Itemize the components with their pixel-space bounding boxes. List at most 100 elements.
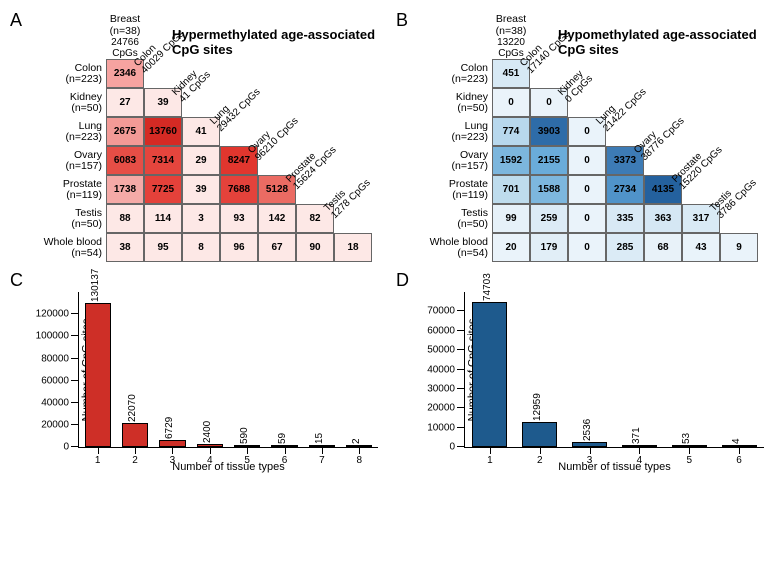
heatmap-cell: 67 — [258, 233, 296, 262]
heatmap-cell: 96 — [220, 233, 258, 262]
y-tick — [71, 446, 79, 447]
top-col-label: Breast (n=38) — [492, 14, 530, 37]
bar: 130137 — [85, 303, 111, 447]
y-tick — [457, 310, 465, 311]
y-tick — [457, 330, 465, 331]
heatmap-cell: 7314 — [144, 146, 182, 175]
bar: 74703 — [472, 302, 507, 447]
y-tick — [457, 427, 465, 428]
y-tick — [457, 349, 465, 350]
y-tick-label: 0 — [449, 442, 455, 453]
y-tick-label: 10000 — [427, 422, 455, 433]
heatmap-cell: 95 — [144, 233, 182, 262]
row-label: Ovary(n=157) — [32, 146, 106, 175]
heatmap-cell: 179 — [530, 233, 568, 262]
heatmap-cell: 68 — [644, 233, 682, 262]
x-tick — [490, 447, 491, 454]
bar-value-label: 12959 — [532, 393, 543, 421]
y-tick-label: 100000 — [36, 331, 69, 342]
x-tick — [359, 447, 360, 454]
row-label: Testis(n=50) — [418, 204, 492, 233]
heatmap-cell: 20 — [492, 233, 530, 262]
bar-chart-c: Number of CpG sites Number of tissue typ… — [78, 276, 378, 476]
heatmap-cell: 0 — [568, 175, 606, 204]
heatmap-cell: 3903 — [530, 117, 568, 146]
heatmap-row: 3895896679018 — [106, 233, 372, 262]
y-tick-label: 50000 — [427, 345, 455, 356]
heatmap-a-title: Hypermethylated age-associated CpG sites — [172, 27, 388, 57]
heatmap-b: Breast (n=38) 13220 CpGs Hypomethylated … — [396, 10, 774, 262]
x-tick — [639, 447, 640, 454]
x-tick-label: 3 — [170, 455, 176, 466]
heatmap-cell: 0 — [568, 233, 606, 262]
bar-value-label: 59 — [277, 433, 288, 444]
row-label: Prostate(n=119) — [32, 175, 106, 204]
heatmap-cell: 38 — [106, 233, 144, 262]
heatmap-cell: 18 — [334, 233, 372, 262]
heatmap-row: 20179028568439 — [492, 233, 758, 262]
x-tick — [210, 447, 211, 454]
heatmap-cell: 259 — [530, 204, 568, 233]
x-tick-label: 2 — [132, 455, 138, 466]
heatmap-cell: 1738 — [106, 175, 144, 204]
x-tick — [540, 447, 541, 454]
y-tick — [71, 402, 79, 403]
heatmap-cell: 774 — [492, 117, 530, 146]
heatmap-cell: 88 — [106, 204, 144, 233]
heatmap-cell: 0 — [568, 146, 606, 175]
x-label-d: Number of tissue types — [558, 461, 671, 473]
heatmap-b-title: Hypomethylated age-associated CpG sites — [558, 27, 774, 57]
heatmap-cell: 3 — [182, 204, 220, 233]
heatmap-row: 26751376041Lung29432 CpGs — [106, 117, 372, 146]
y-tick-label: 60000 — [41, 375, 69, 386]
heatmap-cell: 2155 — [530, 146, 568, 175]
heatmap-cell: 1592 — [492, 146, 530, 175]
heatmap-cell: 285 — [606, 233, 644, 262]
panel-c: C Number of CpG sites Number of tissue t… — [10, 270, 388, 476]
bar-value-label: 2400 — [202, 421, 213, 443]
heatmap-cell: 99 — [492, 204, 530, 233]
row-label: Testis(n=50) — [32, 204, 106, 233]
y-tick-label: 120000 — [36, 309, 69, 320]
y-tick — [71, 313, 79, 314]
bar: 22070 — [122, 423, 148, 447]
x-tick-label: 5 — [686, 455, 692, 466]
row-label: Lung(n=223) — [32, 117, 106, 146]
y-tick-label: 40000 — [427, 364, 455, 375]
row-label: Kidney(n=50) — [32, 88, 106, 117]
bar-value-label: 74703 — [482, 274, 493, 302]
x-tick — [322, 447, 323, 454]
y-tick — [457, 446, 465, 447]
x-tick — [98, 447, 99, 454]
y-tick-label: 40000 — [41, 397, 69, 408]
heatmap-cell: 114 — [144, 204, 182, 233]
bar-value-label: 15 — [314, 433, 325, 444]
top-col-label: Breast (n=38) — [106, 14, 144, 37]
heatmap-a: Breast (n=38) 24766 CpGs Hypermethylated… — [10, 10, 388, 262]
x-tick — [285, 447, 286, 454]
heatmap-row: 992590335363317Testis3786 CpGs — [492, 204, 758, 233]
heatmap-cell: 6083 — [106, 146, 144, 175]
heatmap-cell: 335 — [606, 204, 644, 233]
heatmap-row: 77439030Lung21422 CpGs — [492, 117, 758, 146]
x-tick-label: 4 — [637, 455, 643, 466]
y-tick — [457, 388, 465, 389]
heatmap-cell: 0 — [492, 88, 530, 117]
x-tick-label: 3 — [587, 455, 593, 466]
x-label-c: Number of tissue types — [172, 461, 285, 473]
y-tick-label: 70000 — [427, 306, 455, 317]
x-tick — [135, 447, 136, 454]
heatmap-row: 8811439314282Testis1278 CpGs — [106, 204, 372, 233]
heatmap-cell: 363 — [644, 204, 682, 233]
panel-a: A Breast (n=38) 24766 CpGs Hypermethylat… — [10, 10, 388, 262]
heatmap-cell: 39 — [182, 175, 220, 204]
bar-value-label: 2536 — [582, 419, 593, 441]
panel-d-label: D — [396, 270, 409, 291]
heatmap-cell: 701 — [492, 175, 530, 204]
panel-d: D Number of CpG sites Number of tissue t… — [396, 270, 774, 476]
bar-value-label: 2 — [351, 439, 362, 445]
heatmap-row: 451Colon17140 CpGs — [492, 59, 758, 88]
bar-value-label: 6729 — [164, 416, 175, 438]
bar-chart-d: Number of CpG sites Number of tissue typ… — [464, 276, 764, 476]
x-tick — [689, 447, 690, 454]
